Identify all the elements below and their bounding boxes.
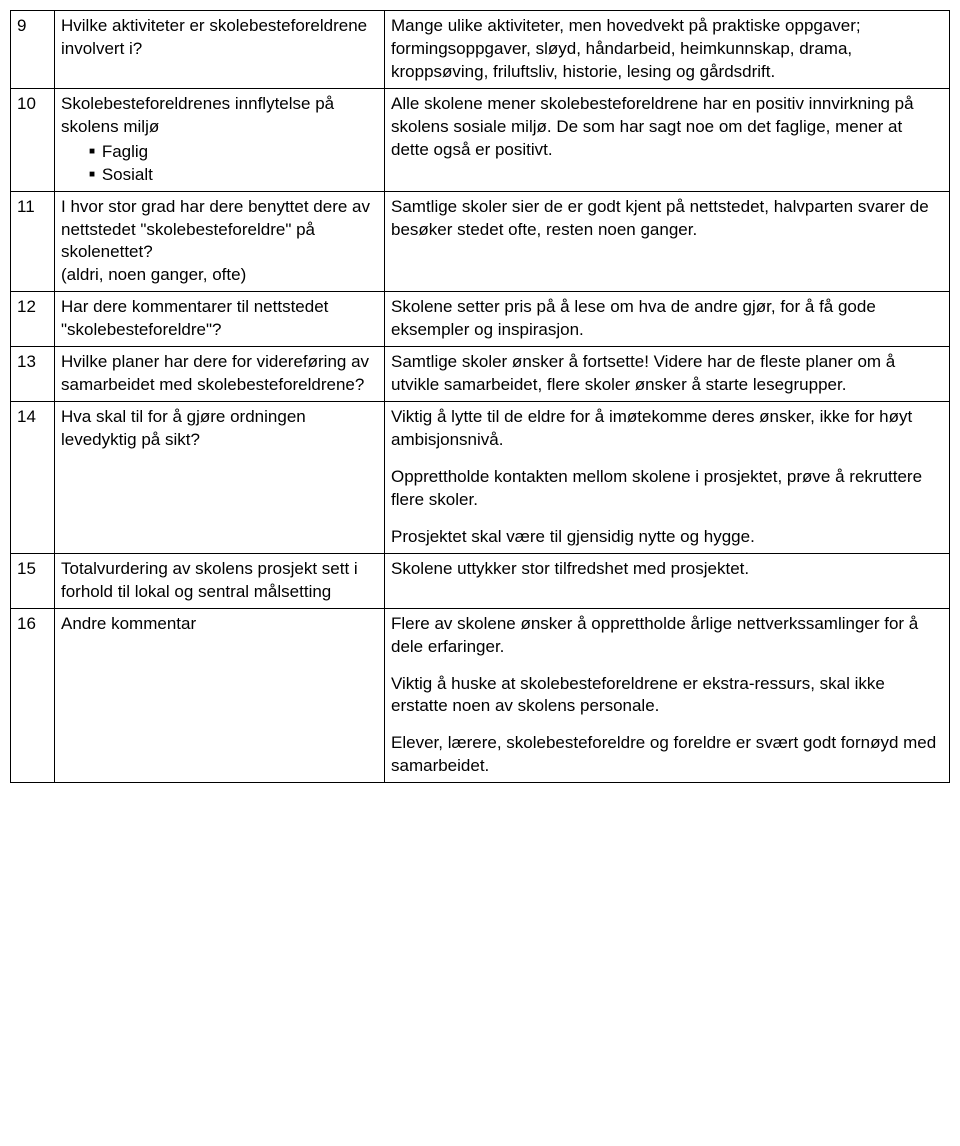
table-row: 11 I hvor stor grad har dere benyttet de… — [11, 191, 950, 292]
question-cell: I hvor stor grad har dere benyttet dere … — [55, 191, 385, 292]
answer-cell: Samtlige skoler sier de er godt kjent på… — [385, 191, 950, 292]
question-cell: Hva skal til for å gjøre ordningen leved… — [55, 402, 385, 554]
answer-cell: Skolene setter pris på å lese om hva de … — [385, 292, 950, 347]
question-cell: Andre kommentar — [55, 608, 385, 783]
answer-cell: Skolene uttykker stor tilfredshet med pr… — [385, 553, 950, 608]
row-number: 10 — [11, 88, 55, 191]
row-number: 11 — [11, 191, 55, 292]
qa-table: 9 Hvilke aktiviteter er skolebesteforeld… — [10, 10, 950, 783]
bullet-item: Faglig — [89, 141, 378, 164]
row-number: 14 — [11, 402, 55, 554]
table-row: 14 Hva skal til for å gjøre ordningen le… — [11, 402, 950, 554]
answer-paragraph: Viktig å huske at skolebesteforeldrene e… — [391, 673, 943, 719]
question-cell: Har dere kommentarer til nettstedet "sko… — [55, 292, 385, 347]
answer-paragraph: Elever, lærere, skolebesteforeldre og fo… — [391, 732, 943, 778]
question-cell: Skolebesteforeldrenes innflytelse på sko… — [55, 88, 385, 191]
table-row: 13 Hvilke planer har dere for videreføri… — [11, 347, 950, 402]
answer-paragraph: Prosjektet skal være til gjensidig nytte… — [391, 526, 943, 549]
row-number: 12 — [11, 292, 55, 347]
table-row: 15 Totalvurdering av skolens prosjekt se… — [11, 553, 950, 608]
row-number: 15 — [11, 553, 55, 608]
answer-cell: Alle skolene mener skolebesteforeldrene … — [385, 88, 950, 191]
table-row: 16 Andre kommentar Flere av skolene ønsk… — [11, 608, 950, 783]
bullet-item: Sosialt — [89, 164, 378, 187]
answer-paragraph: Viktig å lytte til de eldre for å imøtek… — [391, 406, 943, 452]
question-cell: Totalvurdering av skolens prosjekt sett … — [55, 553, 385, 608]
question-text: Skolebesteforeldrenes innflytelse på sko… — [61, 94, 334, 136]
table-row: 10 Skolebesteforeldrenes innflytelse på … — [11, 88, 950, 191]
answer-cell: Mange ulike aktiviteter, men hovedvekt p… — [385, 11, 950, 89]
question-cell: Hvilke aktiviteter er skolebesteforeldre… — [55, 11, 385, 89]
bullet-list: Faglig Sosialt — [61, 141, 378, 187]
answer-paragraph: Flere av skolene ønsker å opprettholde å… — [391, 613, 943, 659]
row-number: 16 — [11, 608, 55, 783]
table-row: 9 Hvilke aktiviteter er skolebesteforeld… — [11, 11, 950, 89]
table-row: 12 Har dere kommentarer til nettstedet "… — [11, 292, 950, 347]
answer-cell: Viktig å lytte til de eldre for å imøtek… — [385, 402, 950, 554]
answer-paragraph: Opprettholde kontakten mellom skolene i … — [391, 466, 943, 512]
question-cell: Hvilke planer har dere for videreføring … — [55, 347, 385, 402]
answer-cell: Samtlige skoler ønsker å fortsette! Vide… — [385, 347, 950, 402]
answer-cell: Flere av skolene ønsker å opprettholde å… — [385, 608, 950, 783]
row-number: 13 — [11, 347, 55, 402]
row-number: 9 — [11, 11, 55, 89]
